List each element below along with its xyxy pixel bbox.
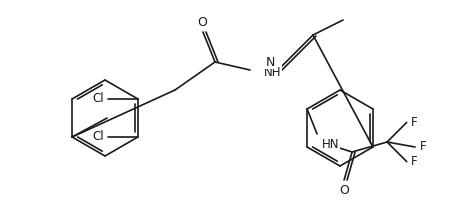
Text: O: O	[197, 16, 207, 28]
Text: Cl: Cl	[92, 92, 104, 106]
Text: O: O	[339, 184, 349, 196]
Text: F: F	[420, 141, 427, 154]
Text: F: F	[410, 155, 417, 168]
Text: F: F	[410, 116, 417, 129]
Text: HN: HN	[322, 138, 339, 150]
Text: Cl: Cl	[92, 131, 104, 143]
Text: NH: NH	[264, 65, 282, 78]
Text: N: N	[265, 55, 275, 69]
